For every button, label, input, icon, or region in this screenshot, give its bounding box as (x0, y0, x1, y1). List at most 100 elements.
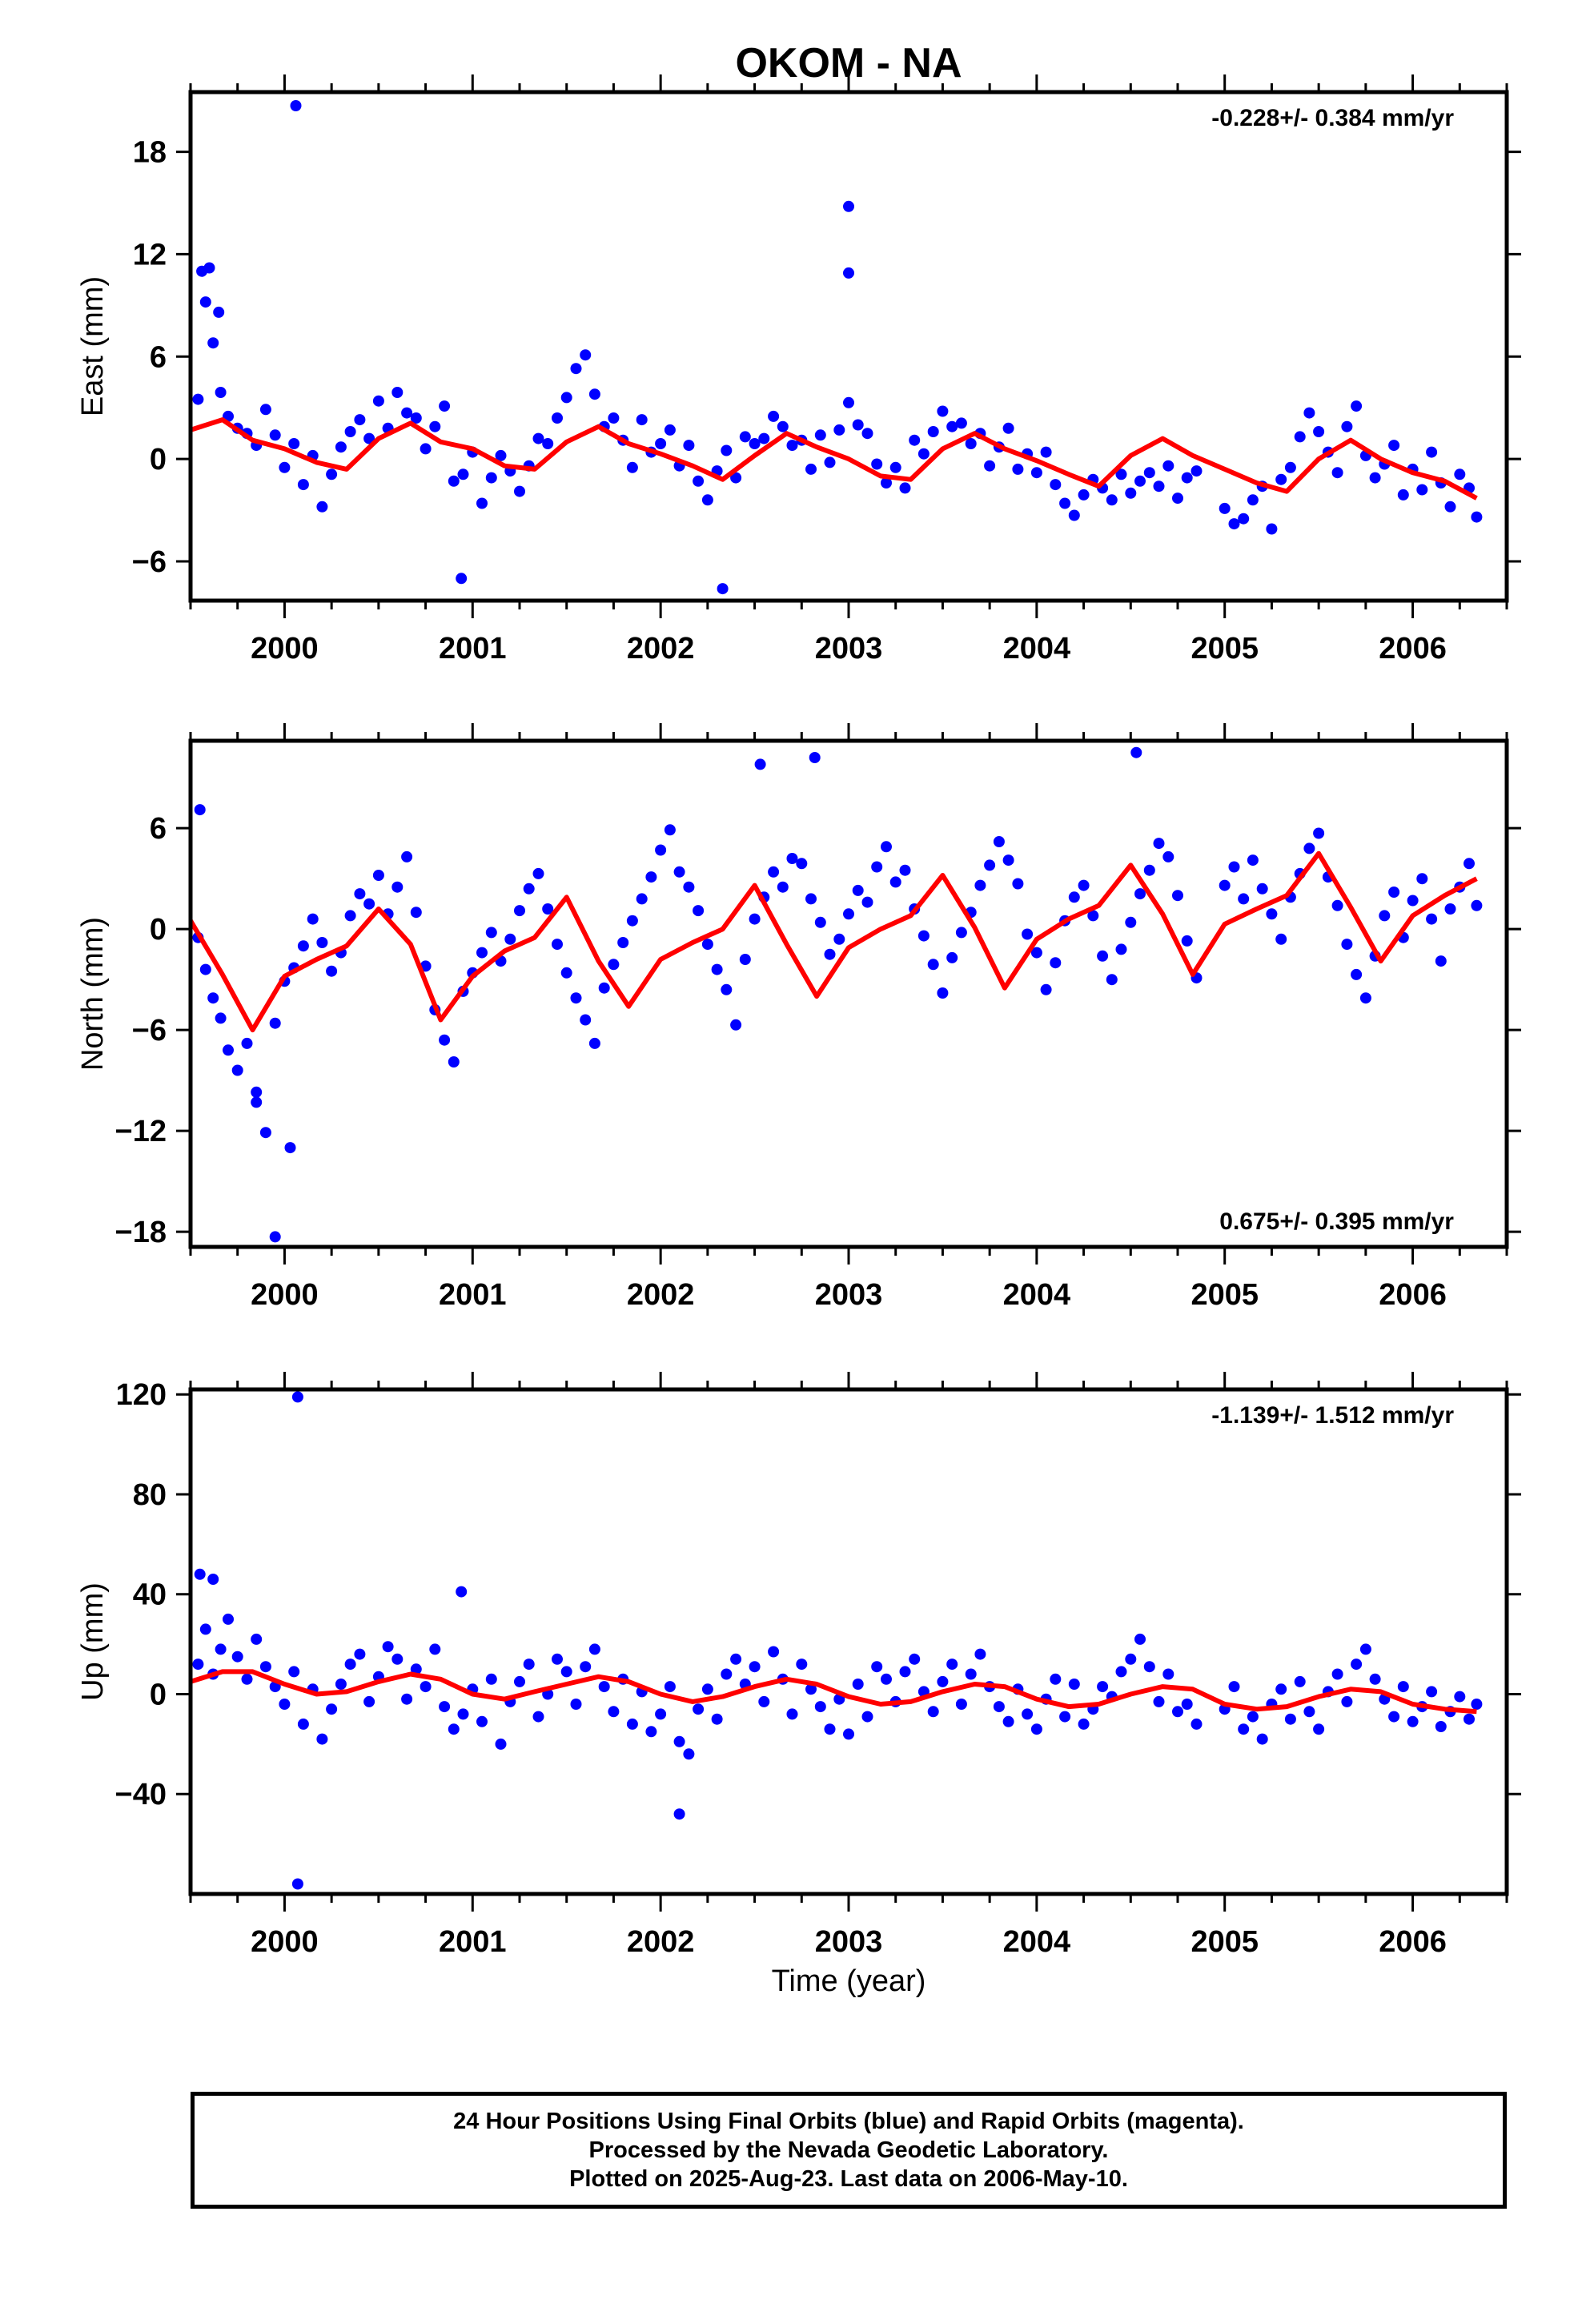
up-data-point (786, 1708, 798, 1720)
up-data-point (1097, 1681, 1109, 1693)
up-data-point (861, 1711, 873, 1723)
up-data-point (1426, 1686, 1438, 1698)
up-data-point (796, 1659, 808, 1671)
north-data-point (955, 927, 967, 939)
east-data-point (203, 262, 215, 274)
east-data-point (1266, 523, 1278, 535)
north-data-point (410, 907, 422, 919)
caption-line-3: Plotted on 2025-Aug-23. Last data on 200… (569, 2166, 1128, 2192)
up-data-point (560, 1666, 572, 1678)
north-data-point (476, 947, 488, 959)
north-y-tick-label: −18 (115, 1216, 167, 1249)
north-data-point (560, 967, 572, 979)
up-data-point (335, 1679, 347, 1690)
east-x-tick-label: 2001 (439, 632, 507, 665)
north-data-point (701, 939, 713, 951)
east-data-point (693, 475, 705, 487)
east-data-point (429, 420, 441, 432)
east-data-point (456, 573, 468, 585)
north-data-point (1313, 827, 1325, 839)
up-data-point (456, 1586, 468, 1598)
east-data-point (259, 404, 271, 416)
up-data-point (532, 1711, 544, 1723)
up-data-point (1397, 1681, 1409, 1693)
north-data-point (1012, 878, 1024, 890)
up-x-tick-label: 2006 (1379, 1925, 1447, 1959)
east-data-point (1247, 494, 1259, 506)
north-data-point (269, 1017, 281, 1029)
north-data-point (326, 965, 338, 977)
up-data-point (881, 1673, 892, 1685)
north-data-point (824, 948, 836, 960)
north-data-point (251, 1086, 263, 1098)
north-data-point (194, 804, 206, 816)
east-data-point (192, 393, 204, 405)
up-data-point (363, 1695, 375, 1707)
east-data-point (316, 501, 328, 513)
up-data-point (279, 1699, 291, 1710)
up-data-point (1275, 1683, 1287, 1695)
up-data-point (927, 1706, 939, 1718)
north-data-point (1153, 838, 1165, 850)
east-data-point (881, 477, 892, 489)
east-data-point (1181, 472, 1193, 484)
up-plot-area (191, 1391, 1483, 1890)
up-data-point (1454, 1691, 1466, 1703)
north-data-point (269, 1231, 281, 1243)
east-data-point (1388, 440, 1400, 452)
east-data-point (843, 396, 854, 408)
up-data-point (871, 1661, 883, 1673)
north-data-point (1078, 879, 1090, 891)
north-data-point (626, 915, 638, 927)
east-x-tick-label: 2004 (1003, 632, 1071, 665)
up-y-tick-label: 120 (116, 1378, 167, 1412)
north-data-point (937, 987, 949, 999)
east-data-point (814, 429, 826, 441)
north-data-point (993, 836, 1005, 847)
east-data-point (495, 449, 507, 461)
east-y-tick-label: 12 (133, 238, 167, 271)
north-data-point (552, 939, 563, 951)
north-data-point (946, 951, 958, 963)
north-data-point (1115, 943, 1127, 955)
east-data-point (608, 412, 620, 424)
east-x-tick-label: 2005 (1191, 632, 1259, 665)
east-data-point (476, 497, 488, 509)
north-data-point (532, 867, 544, 879)
up-data-point (1002, 1715, 1014, 1727)
east-x-tick-label: 2006 (1379, 632, 1447, 665)
east-data-point (207, 337, 219, 349)
north-data-point (636, 893, 648, 905)
up-data-point (1388, 1711, 1400, 1723)
up-data-point (259, 1661, 271, 1673)
up-data-point (485, 1673, 497, 1685)
up-data-point (805, 1683, 817, 1695)
east-x-tick-label: 2003 (815, 632, 883, 665)
north-data-point (1022, 928, 1034, 940)
east-data-point (1238, 513, 1250, 525)
north-y-tick-label: 6 (150, 812, 167, 846)
north-data-point (1464, 858, 1475, 870)
up-data-point (552, 1653, 563, 1665)
north-frame (188, 738, 1509, 1249)
east-data-point (1275, 473, 1287, 485)
north-data-point (1087, 910, 1099, 922)
east-data-point (1397, 489, 1409, 501)
up-data-point (1331, 1668, 1343, 1680)
north-data-point (207, 992, 219, 1004)
north-data-point (739, 954, 751, 965)
east-data-point (1002, 422, 1014, 434)
east-data-point (805, 463, 817, 475)
north-data-point (1351, 968, 1363, 980)
north-data-point (570, 992, 582, 1004)
north-data-point (391, 881, 404, 893)
east-data-point (213, 306, 225, 318)
east-data-point (701, 494, 713, 506)
up-data-point (1351, 1659, 1363, 1671)
caption-box: 24 Hour Positions Using Final Orbits (bl… (191, 2092, 1507, 2209)
east-data-point (1303, 407, 1315, 419)
north-y-axis-label: North (mm) (76, 917, 110, 1071)
up-data-point (645, 1726, 657, 1738)
east-data-point (1153, 480, 1165, 493)
